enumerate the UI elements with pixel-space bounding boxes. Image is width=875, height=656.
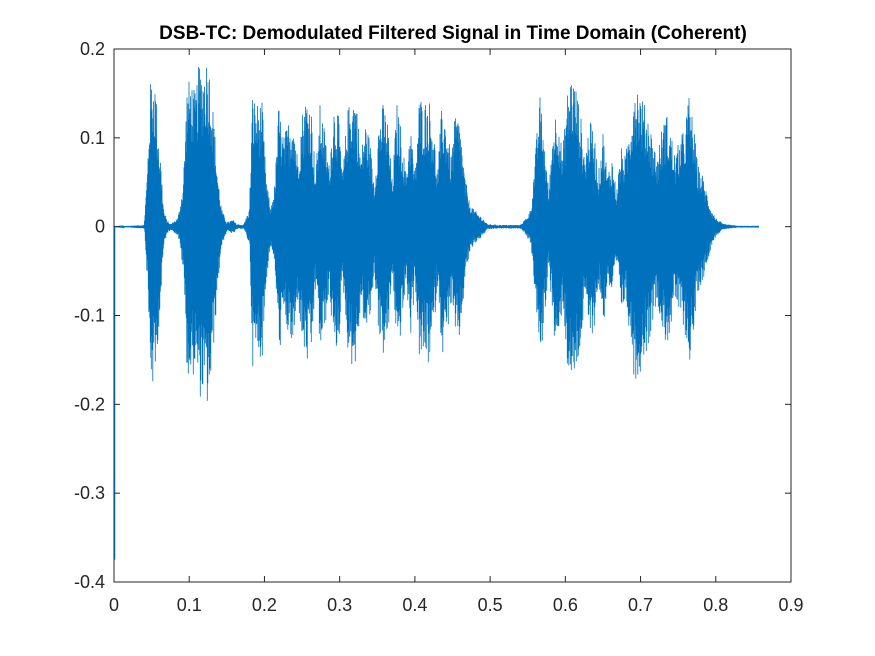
x-tick-label: 0.4 [402,595,427,615]
x-tick-label: 0.7 [628,595,653,615]
y-tick-label: 0.1 [80,128,105,148]
y-tick-label: -0.4 [74,572,105,592]
signal-series [113,66,760,560]
x-tick-label: 0.6 [553,595,578,615]
y-axis: -0.4 -0.3 -0.2 -0.1 0 0.1 0.2 [74,39,791,592]
x-tick-label: 0.9 [778,595,803,615]
y-tick-label: 0 [95,217,105,237]
y-tick-label: -0.1 [74,306,105,326]
x-tick-label: 0.2 [252,595,277,615]
y-tick-label: -0.2 [74,394,105,414]
chart-title: DSB-TC: Demodulated Filtered Signal in T… [159,23,747,44]
axes-box [113,48,792,583]
x-tick-label: 0.3 [327,595,352,615]
x-tick-label: 0.1 [177,595,202,615]
x-tick-label: 0 [109,595,119,615]
signal-line [113,66,760,401]
y-tick-label: 0.2 [80,39,105,59]
x-tick-label: 0.8 [703,595,728,615]
x-tick-label: 0.5 [478,595,503,615]
y-tick-label: -0.3 [74,483,105,503]
x-axis: 0 0.1 0.2 0.3 0.4 0.5 0.6 0.7 0.8 0.9 [109,49,804,615]
